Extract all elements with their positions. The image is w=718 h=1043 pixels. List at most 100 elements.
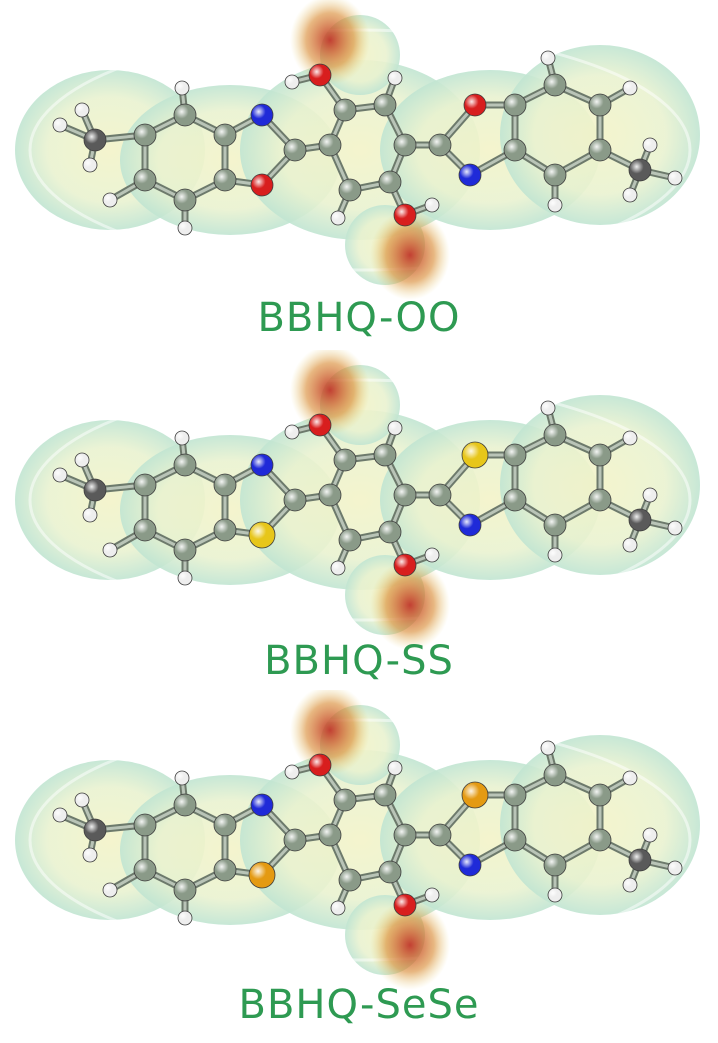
atom-highlight (629, 159, 651, 181)
atom-highlight (284, 489, 306, 511)
atom-highlight (134, 474, 156, 496)
atom-highlight (668, 521, 682, 535)
atom-highlight (643, 138, 657, 152)
atom-highlight (643, 828, 657, 842)
atom-highlight (214, 474, 236, 496)
molecule-label-ss: BBHQ-SS (264, 638, 454, 684)
atom-highlight (589, 139, 611, 161)
atom-highlight (374, 784, 396, 806)
atom-highlight (284, 829, 306, 851)
atom-highlight (548, 548, 562, 562)
atom-highlight (629, 509, 651, 531)
molecule-label-sese: BBHQ-SeSe (238, 982, 480, 1028)
atom-highlight (425, 548, 439, 562)
atom-highlight (429, 134, 451, 156)
atom-highlight (394, 484, 416, 506)
atom-highlight (388, 761, 402, 775)
atom-highlight (84, 479, 106, 501)
atom-highlight (394, 204, 416, 226)
atom-highlight (331, 211, 345, 225)
atom-highlight (178, 221, 192, 235)
atom-highlight (309, 64, 331, 86)
atom-highlight (285, 75, 299, 89)
atom-highlight (309, 414, 331, 436)
atom-highlight (134, 519, 156, 541)
atom-highlight (251, 794, 273, 816)
atom-highlight (668, 861, 682, 875)
atom-highlight (589, 829, 611, 851)
atom-highlight (623, 81, 637, 95)
atom-highlight (589, 489, 611, 511)
atom-highlight (629, 849, 651, 871)
negative-potential-region (370, 900, 450, 990)
atom-highlight (374, 444, 396, 466)
atom-highlight (394, 554, 416, 576)
atom-highlight (214, 169, 236, 191)
atom-highlight (334, 99, 356, 121)
atom-highlight (175, 81, 189, 95)
atom-highlight (339, 529, 361, 551)
atom-highlight (75, 103, 89, 117)
atom-highlight (83, 508, 97, 522)
atom-highlight (83, 848, 97, 862)
esp-surface-oo (15, 0, 700, 300)
atom-highlight (331, 561, 345, 575)
atom-highlight (459, 854, 481, 876)
atom-highlight (174, 189, 196, 211)
atom-highlight (541, 741, 555, 755)
atom-highlight (214, 519, 236, 541)
negative-potential-region (290, 690, 370, 775)
atom-highlight (541, 401, 555, 415)
atom-highlight (214, 124, 236, 146)
atom-highlight (309, 754, 331, 776)
atom-highlight (134, 814, 156, 836)
atom-highlight (251, 454, 273, 476)
atom-highlight (429, 484, 451, 506)
atom-highlight (504, 139, 526, 161)
atom-highlight (544, 764, 566, 786)
atom-highlight (464, 94, 486, 116)
atom-highlight (103, 883, 117, 897)
atom-highlight (319, 824, 341, 846)
atoms (52, 400, 683, 586)
atom-highlight (504, 489, 526, 511)
atom-highlight (462, 782, 488, 808)
atom-highlight (174, 794, 196, 816)
atom-highlight (504, 444, 526, 466)
atom-highlight (174, 104, 196, 126)
atom-highlight (103, 543, 117, 557)
atom-highlight (544, 164, 566, 186)
atom-highlight (334, 449, 356, 471)
molecule-panel-ss: BBHQ-SS (0, 350, 718, 684)
atom-highlight (544, 74, 566, 96)
atom-highlight (388, 71, 402, 85)
atom-highlight (84, 819, 106, 841)
atom-highlight (339, 869, 361, 891)
esp-surface-ss (15, 350, 700, 650)
atom-highlight (623, 771, 637, 785)
atom-highlight (541, 51, 555, 65)
atom-highlight (175, 431, 189, 445)
esp-surface-sese (15, 690, 700, 990)
atom-highlight (623, 431, 637, 445)
atom-highlight (668, 171, 682, 185)
atom-highlight (53, 118, 67, 132)
atom-highlight (53, 468, 67, 482)
atom-highlight (75, 453, 89, 467)
atoms (52, 50, 683, 236)
atom-highlight (249, 862, 275, 888)
atom-highlight (214, 814, 236, 836)
atom-highlight (83, 158, 97, 172)
atom-highlight (425, 198, 439, 212)
atom-highlight (103, 193, 117, 207)
molecule-panel-oo: BBHQ-OO (0, 0, 718, 341)
atom-highlight (623, 538, 637, 552)
atom-highlight (251, 104, 273, 126)
atom-highlight (319, 484, 341, 506)
atom-highlight (134, 124, 156, 146)
atom-highlight (462, 442, 488, 468)
atom-highlight (374, 94, 396, 116)
atom-highlight (504, 829, 526, 851)
atom-highlight (84, 129, 106, 151)
atom-highlight (178, 571, 192, 585)
